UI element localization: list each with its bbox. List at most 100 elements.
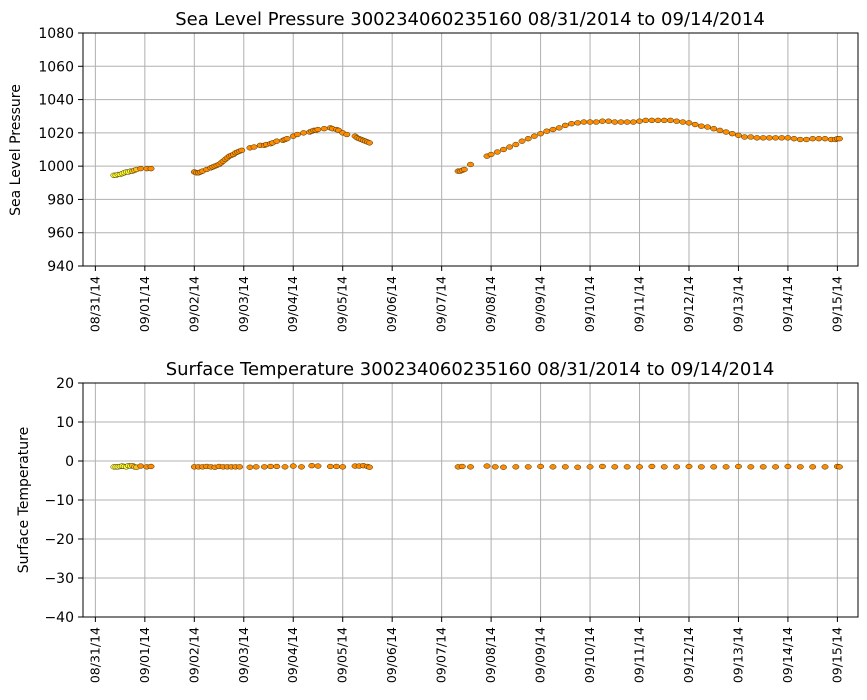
- grid-lines: [83, 32, 858, 267]
- data-point: [660, 464, 668, 470]
- data-point: [784, 463, 792, 470]
- data-point: [753, 135, 761, 141]
- data-point: [623, 119, 631, 125]
- surface-temperature-panel: Surface Temperature 300234060235160 08/3…: [16, 359, 859, 683]
- x-tick-label: 08/31/14: [87, 627, 102, 683]
- data-point: [673, 464, 681, 470]
- data-point: [298, 464, 305, 470]
- x-tick-label: 09/15/14: [829, 627, 844, 683]
- data-point: [586, 464, 594, 470]
- data-point: [487, 151, 495, 158]
- data-point: [293, 131, 301, 138]
- data-point: [458, 463, 466, 470]
- x-tick-label: 09/11/14: [632, 276, 647, 332]
- data-point: [697, 464, 705, 470]
- x-tick-label: 09/12/14: [681, 276, 696, 332]
- x-tick-label: 09/08/14: [483, 627, 498, 683]
- y-tick-label: 1040: [38, 93, 74, 109]
- data-point: [467, 161, 474, 168]
- x-tick-label: 09/11/14: [632, 627, 647, 683]
- data-point: [300, 130, 307, 136]
- x-tick-label: 09/05/14: [335, 276, 350, 332]
- data-point: [483, 463, 491, 469]
- data-point: [735, 132, 742, 139]
- data-point: [654, 117, 662, 124]
- x-tick-label: 09/15/14: [829, 276, 844, 332]
- data-point: [500, 146, 507, 153]
- data-point: [642, 117, 650, 124]
- x-tick-label: 09/13/14: [730, 276, 745, 332]
- data-point: [326, 463, 334, 470]
- data-point: [283, 136, 291, 142]
- data-point: [685, 120, 693, 126]
- plot-frame: [82, 32, 859, 267]
- data-point: [568, 121, 575, 127]
- data-point: [784, 135, 792, 141]
- y-tick-label: 980: [47, 192, 74, 208]
- data-point: [772, 464, 780, 470]
- data-point: [537, 463, 545, 470]
- data-point: [691, 121, 699, 128]
- data-point: [835, 464, 843, 470]
- y-tick-label: 20: [56, 376, 74, 392]
- x-tick-label: 09/12/14: [681, 627, 696, 683]
- data-point: [518, 138, 526, 144]
- data-point: [267, 463, 275, 470]
- x-tick-label: 09/13/14: [730, 627, 745, 683]
- data-point: [821, 464, 829, 470]
- y-tick-label: 10: [56, 415, 74, 431]
- data-point: [320, 126, 328, 132]
- data-point: [500, 464, 507, 470]
- x-tick-label: 09/09/14: [533, 276, 548, 332]
- axes: −40 −30 −20 −10 0 10 20 08/31/14 09/01/14 09/02/1…: [44, 376, 844, 683]
- y-tick-label: 1020: [38, 126, 74, 142]
- data-point: [778, 135, 786, 141]
- x-tick-label: 09/05/14: [335, 627, 350, 683]
- data-point: [835, 136, 843, 142]
- data-point: [339, 464, 347, 470]
- data-point: [636, 464, 643, 470]
- x-tick-label: 09/08/14: [483, 276, 498, 332]
- data-point: [586, 119, 594, 125]
- data-point: [524, 464, 532, 470]
- x-tick-label: 09/09/14: [533, 627, 548, 683]
- x-tick-label: 09/14/14: [780, 276, 795, 332]
- data-point: [772, 135, 780, 141]
- x-tick-label: 09/10/14: [582, 276, 597, 332]
- data-point: [314, 463, 322, 469]
- data-point: [147, 463, 155, 470]
- data-point: [747, 134, 755, 140]
- data-point: [815, 136, 823, 142]
- data-point: [543, 128, 551, 134]
- data-point: [735, 463, 742, 470]
- x-tick-label: 09/10/14: [582, 627, 597, 683]
- data-point: [524, 136, 532, 142]
- data-points: [110, 117, 843, 178]
- data-point: [796, 136, 804, 143]
- data-point: [759, 464, 767, 470]
- y-axis-label: Surface Temperature: [16, 427, 32, 573]
- data-point: [236, 464, 244, 470]
- data-point: [809, 136, 817, 142]
- chart-title: Sea Level Pressure 300234060235160 08/31…: [175, 9, 765, 30]
- data-point: [741, 134, 749, 140]
- data-point: [722, 129, 730, 135]
- data-point: [512, 141, 520, 148]
- data-point: [809, 464, 817, 470]
- x-tick-label: 09/04/14: [285, 627, 300, 683]
- data-point: [598, 463, 606, 470]
- data-point: [716, 127, 724, 134]
- y-tick-label: 1000: [38, 159, 74, 175]
- data-points: [110, 463, 843, 470]
- data-point: [333, 463, 340, 470]
- data-point: [660, 117, 668, 124]
- data-point: [605, 118, 613, 124]
- x-tick-label: 09/01/14: [137, 627, 152, 683]
- data-point: [137, 463, 145, 469]
- sea-level-pressure-panel: Sea Level Pressure 300234060235160 08/31…: [8, 9, 859, 332]
- y-tick-label: −10: [44, 493, 74, 509]
- data-point: [308, 463, 316, 469]
- data-point: [574, 464, 582, 470]
- x-tick-label: 09/04/14: [285, 276, 300, 332]
- data-point: [246, 464, 254, 470]
